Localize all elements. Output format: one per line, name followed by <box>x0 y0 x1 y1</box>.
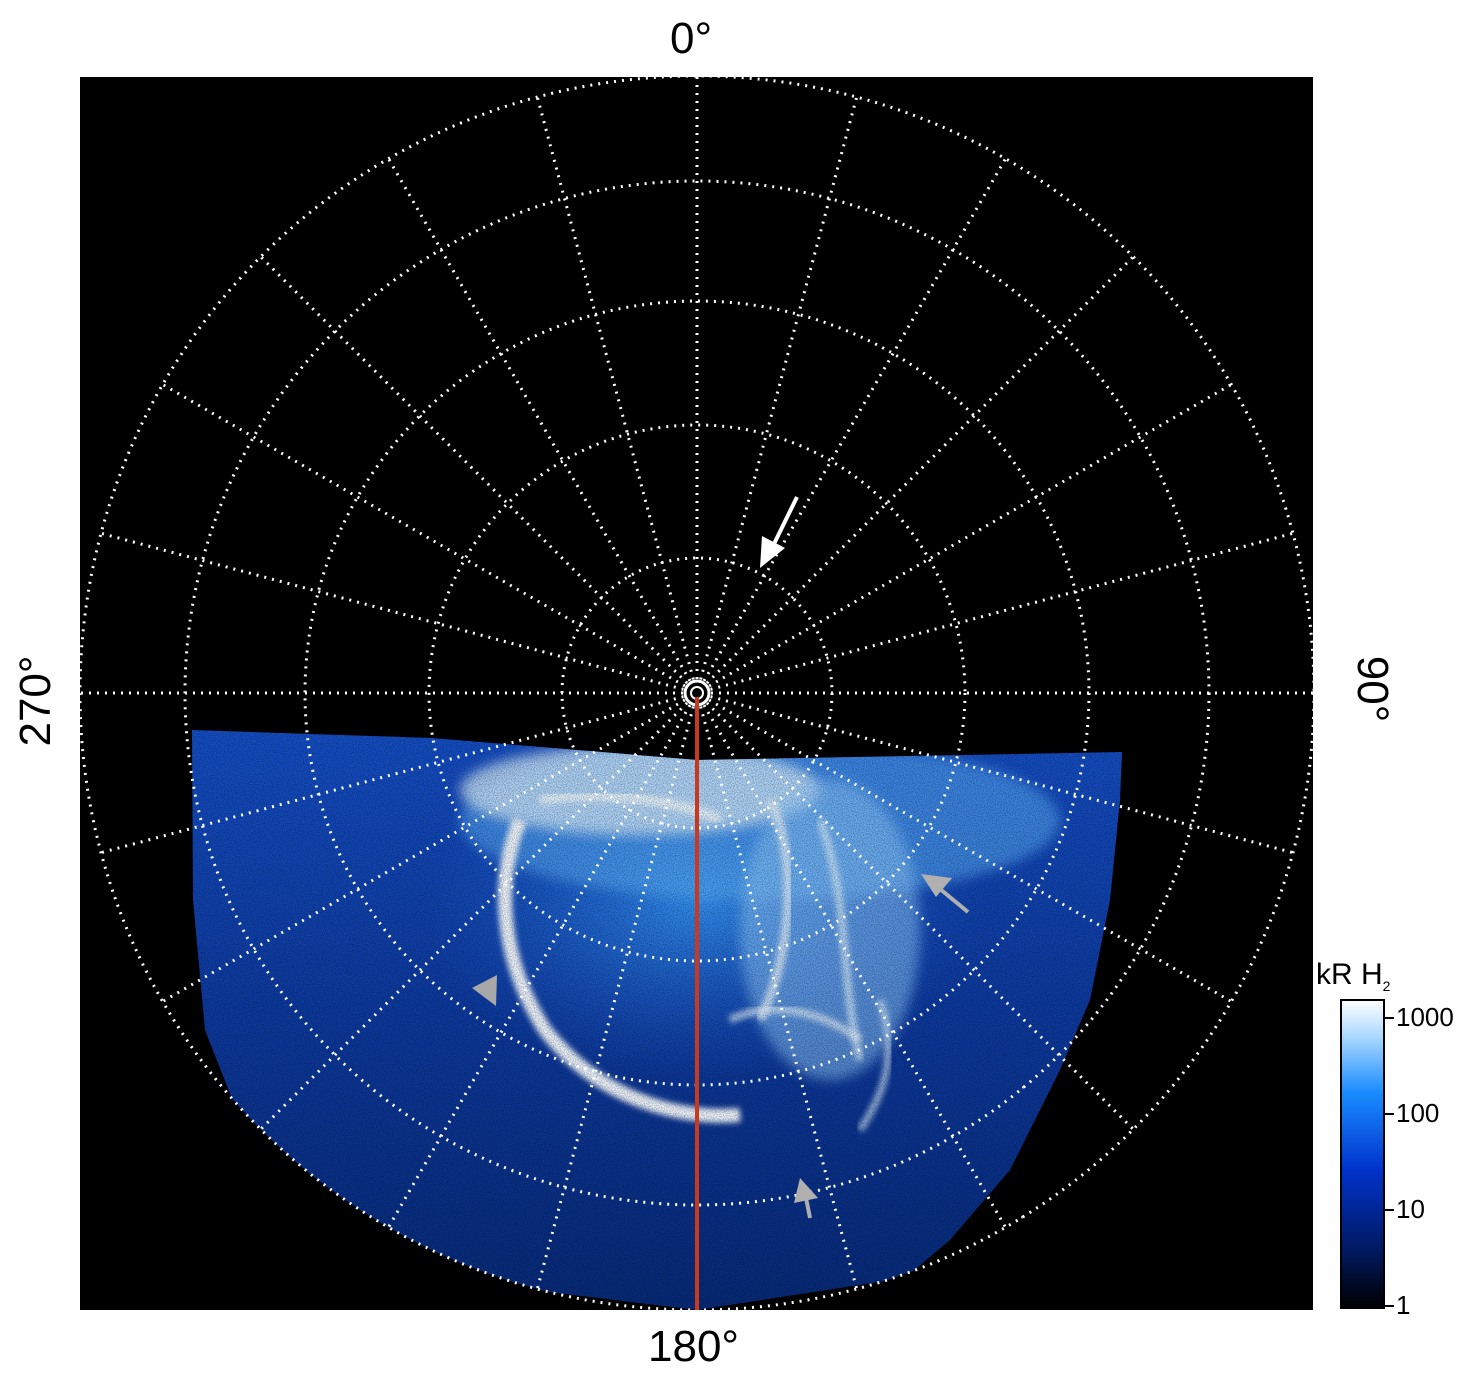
gray-arrow-left <box>472 975 497 1006</box>
gray-arrow-bottom <box>794 1178 818 1219</box>
colorbar-tick-label: 10 <box>1396 1194 1425 1224</box>
colorbar-tick-label: 100 <box>1396 1098 1440 1128</box>
longitude-label-0: 0° <box>670 14 713 63</box>
colorbar-tick-label: 1000 <box>1396 1002 1454 1032</box>
aurora-emission <box>192 730 1122 1310</box>
colorbar-title: kR H2 <box>1316 958 1391 994</box>
colorbar <box>1340 999 1385 1309</box>
longitude-label-180: 180° <box>648 1322 740 1371</box>
colorbar-tick-label: 1 <box>1396 1290 1411 1320</box>
longitude-label-270: 270° <box>11 655 60 747</box>
gray-arrow-right <box>921 874 970 914</box>
white-arrow <box>760 496 799 568</box>
longitude-label-90: 90° <box>1348 655 1397 723</box>
colorbar-ticks <box>1384 1017 1394 1307</box>
